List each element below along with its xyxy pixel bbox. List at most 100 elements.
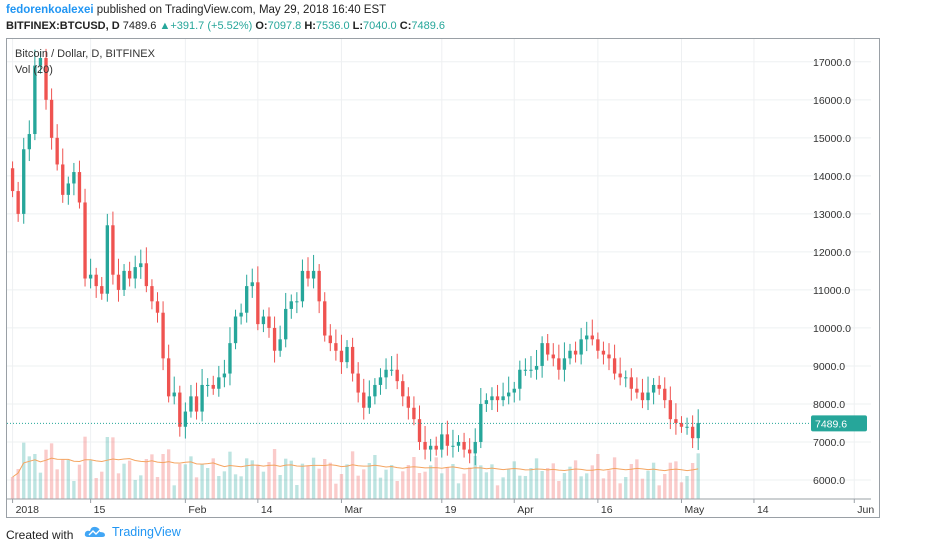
volume-bar xyxy=(629,464,633,499)
candle-body xyxy=(540,343,544,366)
volume-bar xyxy=(562,473,567,499)
volume-bar xyxy=(150,454,154,499)
high-label: H: xyxy=(304,20,316,32)
candle-body xyxy=(534,365,539,370)
volume-bar xyxy=(434,457,438,499)
volume-bar xyxy=(546,468,550,499)
candle-body xyxy=(272,327,277,351)
candle-body xyxy=(573,350,578,355)
volume-bar xyxy=(172,485,176,499)
volume-bar xyxy=(490,464,494,499)
volume-bar xyxy=(557,481,561,499)
volume-bar xyxy=(233,474,238,499)
tradingview-brand[interactable]: TradingView xyxy=(84,525,181,539)
symbol-label: BITFINEX:BTCUSD, D xyxy=(6,20,120,32)
volume-bar xyxy=(568,466,572,499)
open-value: 7097.8 xyxy=(267,20,302,32)
x-tick-label: Jun xyxy=(857,504,874,516)
volume-bar xyxy=(27,456,31,499)
volume-bar xyxy=(412,457,416,499)
volume-bar xyxy=(166,449,171,499)
candle-body xyxy=(423,441,427,450)
created-with-text: Created with xyxy=(6,528,74,542)
candle-body xyxy=(651,384,656,393)
x-tick-label: Mar xyxy=(344,504,363,516)
candle-body xyxy=(88,274,93,279)
y-tick-label: 13000.0 xyxy=(813,209,851,221)
y-tick-label: 11000.0 xyxy=(813,285,850,297)
candle-body xyxy=(518,369,522,389)
candle-body xyxy=(479,403,483,442)
volume-bar xyxy=(362,469,366,499)
candle-body xyxy=(607,354,611,359)
volume-bar xyxy=(239,476,243,499)
volume-bar xyxy=(284,458,288,499)
chart-frame[interactable]: 7489.6 6000.0 7000.0 8000.0 9000.0 10000.0 11… xyxy=(6,38,880,518)
volume-bar xyxy=(635,459,639,499)
candle-body xyxy=(16,191,20,214)
last-price-tag-label: 7489.6 xyxy=(815,418,847,430)
volume-bar xyxy=(696,453,700,499)
candle-body xyxy=(289,301,293,309)
candle-body xyxy=(585,335,589,340)
volume-bar xyxy=(228,451,232,499)
candle-body xyxy=(507,392,511,397)
y-tick-label: 17000.0 xyxy=(813,57,851,69)
candle-body xyxy=(445,434,450,446)
volume-bar xyxy=(384,469,388,499)
candle-body xyxy=(629,377,633,389)
candle-body xyxy=(618,373,622,378)
volume-bar xyxy=(373,455,377,499)
candle-body xyxy=(345,346,349,363)
volume-bar xyxy=(100,471,104,499)
candle-body xyxy=(512,388,516,393)
volume-bar xyxy=(222,471,227,499)
candle-body xyxy=(384,369,388,378)
volume-bar xyxy=(389,465,394,499)
candle-body xyxy=(261,316,266,325)
candlestick-chart[interactable]: 7489.6 6000.0 7000.0 8000.0 9000.0 10000.0 11… xyxy=(7,39,879,517)
candle-body xyxy=(350,346,355,374)
volume-bar xyxy=(44,449,48,499)
candle-body xyxy=(38,58,43,66)
candle-body xyxy=(579,339,583,355)
candle-body xyxy=(685,426,689,428)
candle-body xyxy=(139,263,143,268)
candle-body xyxy=(640,392,645,401)
candle-body xyxy=(490,396,494,401)
author-link[interactable]: fedorenkoalexei xyxy=(6,4,94,16)
candle-body xyxy=(601,350,606,355)
candle-body xyxy=(456,441,461,446)
candle-body xyxy=(250,282,254,287)
volume-bar xyxy=(523,476,528,499)
close-label: C: xyxy=(399,20,412,32)
ohlc-line: BITFINEX:BTCUSD, D 7489.6 ▲+391.7 (+5.52… xyxy=(6,20,445,32)
volume-bar xyxy=(144,459,149,499)
candle-body xyxy=(127,270,132,279)
volume-bar xyxy=(445,467,450,499)
footer: Created with TradingView xyxy=(0,522,932,550)
candle-body xyxy=(278,339,282,351)
x-tick-label: Feb xyxy=(188,504,206,516)
candle-body xyxy=(228,343,232,374)
volume-bar xyxy=(456,483,461,499)
volume-bar xyxy=(367,463,371,499)
candle-body xyxy=(378,377,383,385)
candle-body xyxy=(217,377,221,389)
volume-bar xyxy=(529,468,533,499)
candle-body xyxy=(412,407,416,420)
candle-body xyxy=(178,392,182,427)
candle-body xyxy=(467,449,472,454)
volume-bar xyxy=(395,481,399,499)
candle-body xyxy=(323,301,327,336)
volume-bar xyxy=(663,474,667,499)
candle-body xyxy=(339,350,344,363)
volume-bar xyxy=(94,478,98,499)
volume-bar xyxy=(61,459,65,499)
volume-bar xyxy=(267,462,271,499)
chart-header: fedorenkoalexei published on TradingView… xyxy=(0,0,932,36)
y-tick-label: 16000.0 xyxy=(813,95,851,107)
candle-body xyxy=(189,396,193,412)
volume-bar xyxy=(49,443,54,499)
volume-bar xyxy=(105,437,110,499)
